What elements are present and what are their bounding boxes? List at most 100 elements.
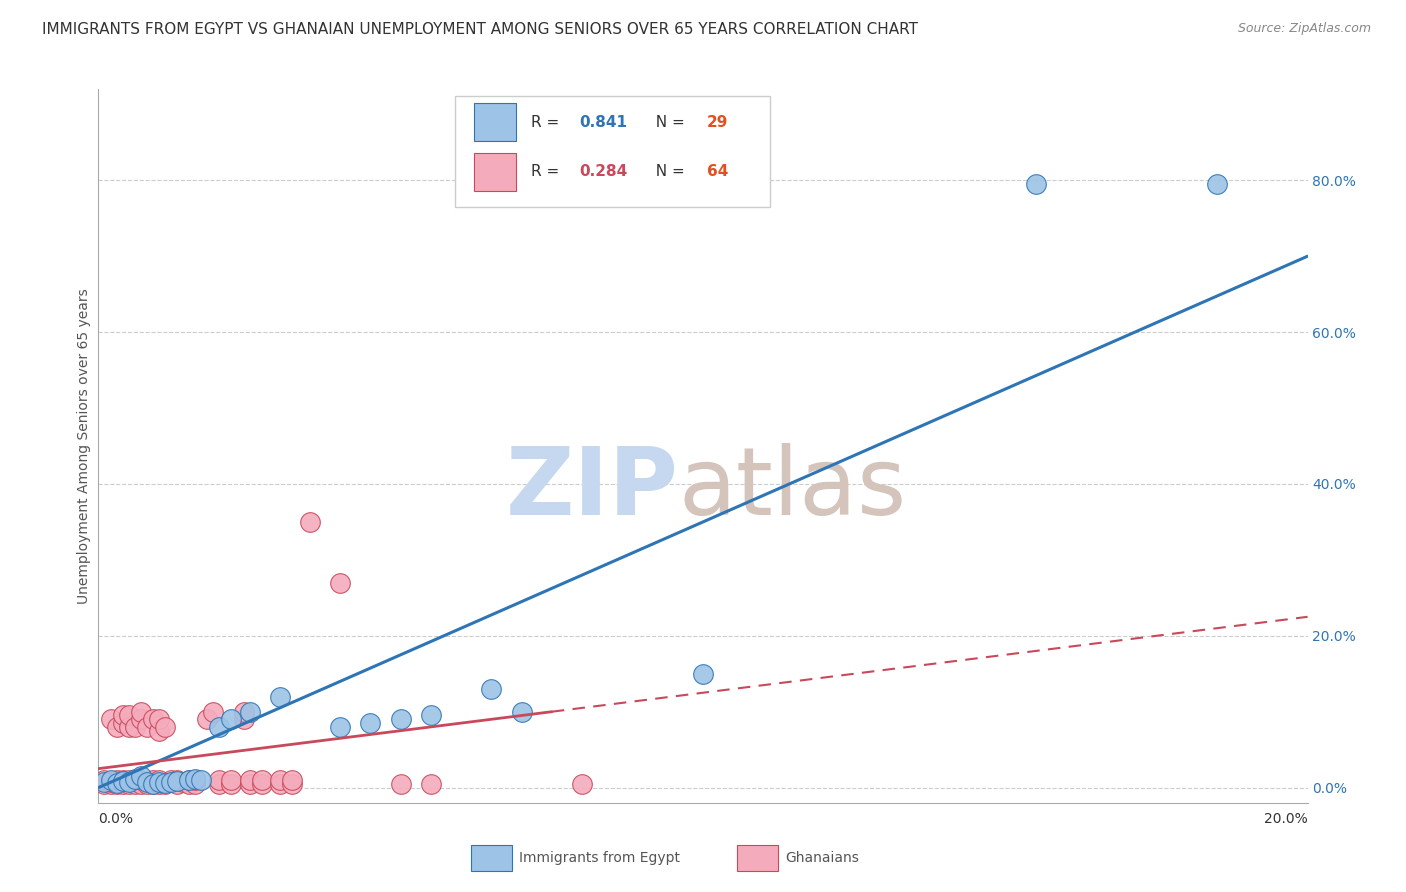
Point: [93, 777, 115, 791]
Point: [129, 705, 152, 719]
Text: R =: R =: [531, 164, 564, 179]
Point: [184, 777, 207, 791]
Point: [100, 774, 122, 789]
Point: [420, 777, 443, 791]
Point: [105, 772, 128, 787]
Point: [208, 720, 231, 734]
Point: [166, 773, 188, 788]
Point: [269, 777, 291, 791]
Point: [195, 712, 218, 726]
Point: [129, 769, 152, 783]
Point: [118, 720, 141, 734]
Text: N =: N =: [647, 114, 690, 129]
Point: [166, 772, 188, 787]
Point: [184, 772, 207, 786]
Text: 64: 64: [707, 164, 728, 179]
Point: [221, 772, 243, 787]
Point: [111, 773, 134, 788]
Point: [153, 776, 176, 790]
Point: [172, 774, 194, 789]
Point: [148, 777, 170, 791]
Point: [389, 777, 412, 791]
Point: [329, 575, 352, 590]
Point: [142, 777, 165, 791]
Point: [124, 720, 146, 734]
FancyBboxPatch shape: [456, 96, 769, 207]
Point: [202, 705, 225, 719]
Point: [124, 777, 146, 791]
FancyBboxPatch shape: [474, 103, 516, 141]
Point: [105, 777, 128, 791]
Text: ZIP: ZIP: [506, 442, 679, 535]
Point: [148, 772, 170, 787]
Text: Ghanaians: Ghanaians: [785, 851, 859, 864]
Point: [250, 772, 273, 787]
Point: [129, 777, 152, 791]
Point: [221, 777, 243, 791]
Point: [111, 777, 134, 791]
Point: [360, 716, 382, 731]
Point: [118, 777, 141, 791]
Point: [142, 712, 165, 726]
Point: [135, 720, 157, 734]
Text: 0.284: 0.284: [579, 164, 628, 179]
Point: [135, 777, 157, 791]
Text: atlas: atlas: [679, 442, 907, 535]
Point: [190, 772, 212, 787]
Point: [148, 723, 170, 738]
Point: [118, 772, 141, 787]
Point: [692, 666, 714, 681]
Point: [281, 772, 304, 787]
Point: [100, 772, 122, 787]
Point: [420, 708, 443, 723]
Point: [179, 772, 201, 787]
Point: [299, 515, 322, 529]
Point: [160, 772, 183, 787]
Point: [105, 776, 128, 790]
Point: [93, 772, 115, 787]
Point: [148, 774, 170, 789]
Point: [129, 712, 152, 726]
Point: [179, 772, 201, 787]
Point: [153, 720, 176, 734]
Point: [269, 690, 291, 704]
Point: [105, 720, 128, 734]
Y-axis label: Unemployment Among Seniors over 65 years: Unemployment Among Seniors over 65 years: [77, 288, 91, 604]
Text: 20.0%: 20.0%: [1264, 812, 1308, 826]
Point: [118, 708, 141, 723]
Point: [239, 777, 262, 791]
Point: [269, 772, 291, 787]
Point: [239, 772, 262, 787]
Point: [481, 681, 503, 696]
Point: [153, 777, 176, 791]
Point: [232, 705, 254, 719]
Point: [160, 775, 183, 789]
Point: [179, 777, 201, 791]
Point: [111, 772, 134, 787]
Point: [100, 777, 122, 791]
FancyBboxPatch shape: [474, 153, 516, 191]
Point: [129, 772, 152, 787]
Text: 0.0%: 0.0%: [98, 812, 134, 826]
Point: [142, 777, 165, 791]
Text: IMMIGRANTS FROM EGYPT VS GHANAIAN UNEMPLOYMENT AMONG SENIORS OVER 65 YEARS CORRE: IMMIGRANTS FROM EGYPT VS GHANAIAN UNEMPL…: [42, 22, 918, 37]
Text: Source: ZipAtlas.com: Source: ZipAtlas.com: [1237, 22, 1371, 36]
Point: [239, 705, 262, 719]
Point: [1206, 177, 1229, 191]
Point: [100, 712, 122, 726]
FancyBboxPatch shape: [471, 845, 512, 871]
Point: [571, 777, 593, 791]
Text: Immigrants from Egypt: Immigrants from Egypt: [519, 851, 681, 864]
Point: [221, 712, 243, 726]
Point: [124, 772, 146, 786]
Point: [232, 712, 254, 726]
Point: [111, 716, 134, 731]
Point: [93, 774, 115, 789]
Point: [510, 705, 533, 719]
Point: [208, 772, 231, 787]
Point: [118, 775, 141, 789]
Point: [281, 777, 304, 791]
Point: [142, 772, 165, 787]
Text: R =: R =: [531, 114, 564, 129]
Point: [111, 708, 134, 723]
